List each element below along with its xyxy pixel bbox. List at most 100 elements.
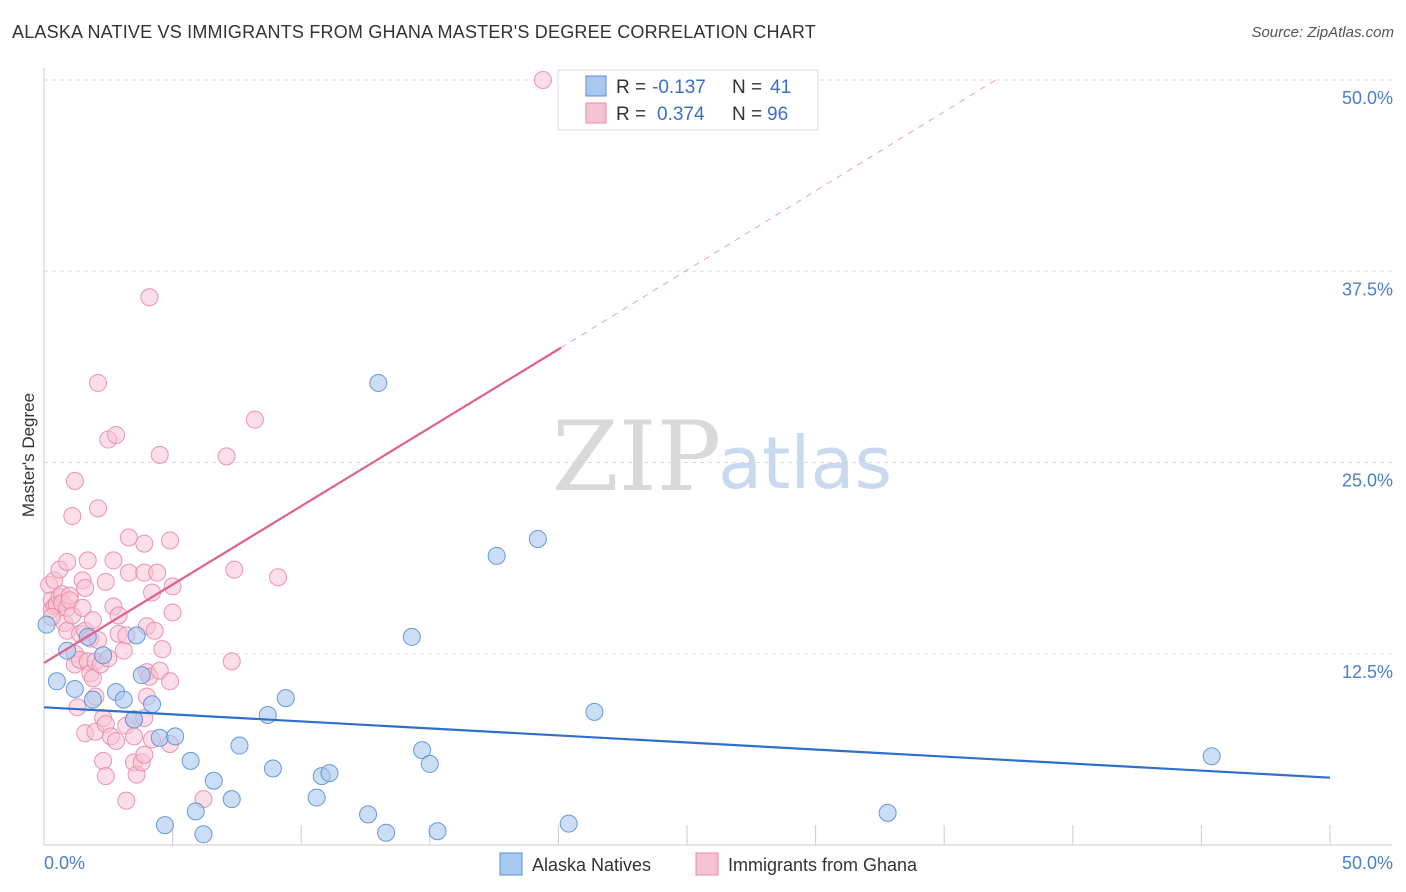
ghana-legend-swatch [585,102,607,124]
watermark-atlas: atlas [718,421,892,505]
ghana-point [63,507,82,526]
series-legend: Alaska Natives Immigrants from Ghana [499,852,918,876]
n-label-1: N = [732,77,762,98]
alaska-point [428,822,447,841]
alaska-point [65,679,84,698]
ghana-point [269,568,288,587]
alaska-point [377,823,396,842]
alaska-points [37,373,1221,844]
alaska-point [94,646,113,665]
watermark-zip: ZIP [552,401,721,513]
grid-layer [43,79,1392,845]
ghana-point [89,373,108,392]
ghana-point [225,560,244,579]
y-tick-label: 12.5% [1342,662,1393,682]
y-tick-label: 50.0% [1342,88,1393,108]
alaska-point [263,759,282,778]
alaska-point [420,754,439,773]
alaska-point [143,695,162,714]
alaska-point [47,672,66,691]
alaska-point [307,788,326,807]
alaska-point [369,373,388,392]
ghana-point [533,71,552,89]
alaska-point [127,626,146,645]
ghana-point [222,652,241,671]
ghana-point [104,551,123,570]
alaska-point [1202,747,1221,766]
alaska-point [125,710,144,729]
ghana-point [94,751,113,770]
ghana-point [58,552,77,571]
ghana-trend-line [43,346,562,664]
n-value-ghana: 96 [767,104,788,125]
ghana-point [140,288,159,307]
x-tick-label: 50.0% [1342,853,1393,873]
alaska-point [37,615,56,634]
alaska-natives-swatch [499,852,523,876]
r-value-ghana: 0.374 [657,104,705,125]
alaska-point [150,728,169,747]
ghana-point [68,698,87,717]
alaska-point [528,530,547,548]
watermark: ZIP atlas [552,401,892,513]
alaska-point [413,741,432,760]
alaska-point [204,771,223,790]
alaska-point [878,803,897,822]
ghana-point [107,425,126,444]
ghana-point [76,578,95,597]
ghana-point [153,640,172,659]
chart-title: ALASKA NATIVE VS IMMIGRANTS FROM GHANA M… [12,22,816,42]
ghana-point [96,767,115,786]
alaska-point [155,816,174,835]
alaska-point [402,627,421,646]
r-label-2: R = [616,104,646,125]
alaska-point [83,690,102,709]
ghana-point [119,528,138,547]
ghana-point [114,641,133,660]
ghana-point [107,731,126,750]
r-value-alaska: -0.137 [652,77,706,98]
stats-legend: R = -0.137 N = 41 R = 0.374 N = 96 [557,69,819,131]
alaska-legend-swatch [585,75,607,97]
ghana-point [83,611,102,630]
ghana-point [148,563,167,582]
ghana-point [217,447,236,466]
ghana-point [89,499,108,518]
ghana-point [125,727,144,746]
alaska-point [114,690,133,709]
y-axis-label: Master's Degree [19,393,38,517]
alaska-point [166,727,185,746]
source-label: Source: ZipAtlas.com [1251,24,1394,41]
alaska-point [181,751,200,770]
ghana-point [135,534,154,553]
y-tick-label: 37.5% [1342,279,1393,299]
trend-lines [43,79,1331,779]
alaska-point [222,790,241,809]
alaska-point [359,805,378,824]
alaska-point [132,666,151,685]
n-value-alaska: 41 [770,77,791,98]
ghana-point [161,672,180,691]
n-label-2: N = [732,104,762,125]
alaska-point [585,702,604,721]
ghana-point [161,531,180,550]
ghana-swatch [695,852,719,876]
ghana-point [65,471,84,490]
ghana-point [96,572,115,591]
alaska-point [559,814,578,833]
y-tick-label: 25.0% [1342,471,1393,491]
alaska-point [186,802,205,821]
ghana-label: Immigrants from Ghana [728,855,918,875]
alaska-point [276,689,295,708]
alaska-point [230,736,249,755]
ghana-point [119,563,138,582]
ghana-point [135,745,154,764]
alaska-point [320,764,339,783]
axis-layer: 12.5% 25.0% 37.5% 50.0% 0.0% 50.0% [43,68,1393,873]
ghana-point [245,410,264,429]
ghana-point [117,791,136,810]
x-tick-label: 0.0% [44,853,85,873]
ghana-point [78,551,97,570]
ghana-point [163,603,182,622]
